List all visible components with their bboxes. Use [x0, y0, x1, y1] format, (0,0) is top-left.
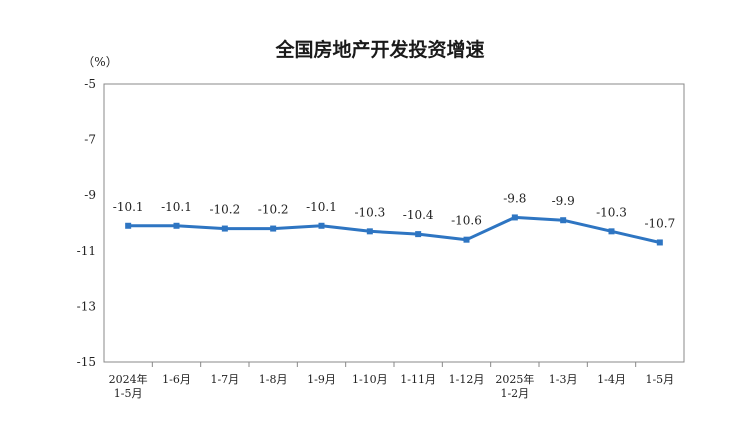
x-tick-label: 1-3月: [549, 373, 578, 386]
x-tick-label: 1-6月: [162, 373, 191, 386]
chart-title: 全国房地产开发投资增速: [274, 38, 484, 61]
y-tick-label: -13: [77, 299, 96, 313]
data-label: -10.1: [113, 200, 144, 214]
y-tick-label: -11: [77, 244, 96, 258]
data-point: [270, 225, 277, 232]
data-label: -10.2: [258, 203, 289, 217]
data-point: [415, 231, 422, 238]
x-tick-label: 1-8月: [259, 373, 288, 386]
series-line: [128, 215, 661, 244]
data-labels: -10.1 -10.1 -10.2 -10.2 -10.1 -10.3 -10.4 -10.6…: [113, 191, 675, 230]
data-label: -9.9: [552, 194, 575, 208]
data-label: -10.4: [403, 208, 434, 222]
data-label: -10.3: [354, 205, 385, 219]
y-tick-label: -15: [77, 355, 96, 369]
data-label: -10.1: [161, 200, 192, 214]
data-point: [511, 214, 518, 221]
y-tick-label: -5: [84, 77, 96, 91]
y-axis: -5 -7 -9 -11 -13 -15: [77, 77, 96, 369]
data-point: [608, 228, 615, 235]
data-label: -10.7: [644, 216, 675, 230]
data-label: -10.1: [306, 200, 337, 214]
x-tick-label: 2025年: [495, 372, 534, 386]
y-axis-unit-label: （%）: [82, 55, 117, 69]
data-point: [366, 228, 373, 235]
data-point: [221, 225, 228, 232]
x-tick-label: 1-10月: [352, 373, 388, 386]
data-point: [656, 239, 663, 246]
data-point: [463, 236, 470, 243]
data-point: [125, 222, 132, 229]
x-tick-label: 1-4月: [597, 373, 626, 386]
data-label: -10.2: [209, 203, 240, 217]
x-tick-label: 2024年: [109, 372, 148, 386]
y-tick-label: -7: [84, 133, 96, 147]
data-point-markers: [125, 214, 663, 246]
plot-area-frame: [103, 83, 685, 363]
x-tick-label: 1-2月: [500, 387, 529, 400]
x-tick-label: 1-11月: [400, 373, 436, 386]
data-point: [560, 217, 567, 224]
x-tick-label: 1-9月: [307, 373, 336, 386]
data-label: -10.3: [596, 205, 627, 219]
data-point: [173, 222, 180, 229]
x-tick-label: 1-7月: [210, 373, 239, 386]
data-label: -9.8: [503, 191, 526, 205]
data-point: [318, 222, 325, 229]
x-tick-label: 1-5月: [114, 387, 143, 400]
x-tick-label: 1-12月: [449, 373, 485, 386]
y-tick-label: -9: [84, 188, 96, 202]
data-label: -10.6: [451, 214, 482, 228]
x-tick-label: 1-5月: [645, 373, 674, 386]
